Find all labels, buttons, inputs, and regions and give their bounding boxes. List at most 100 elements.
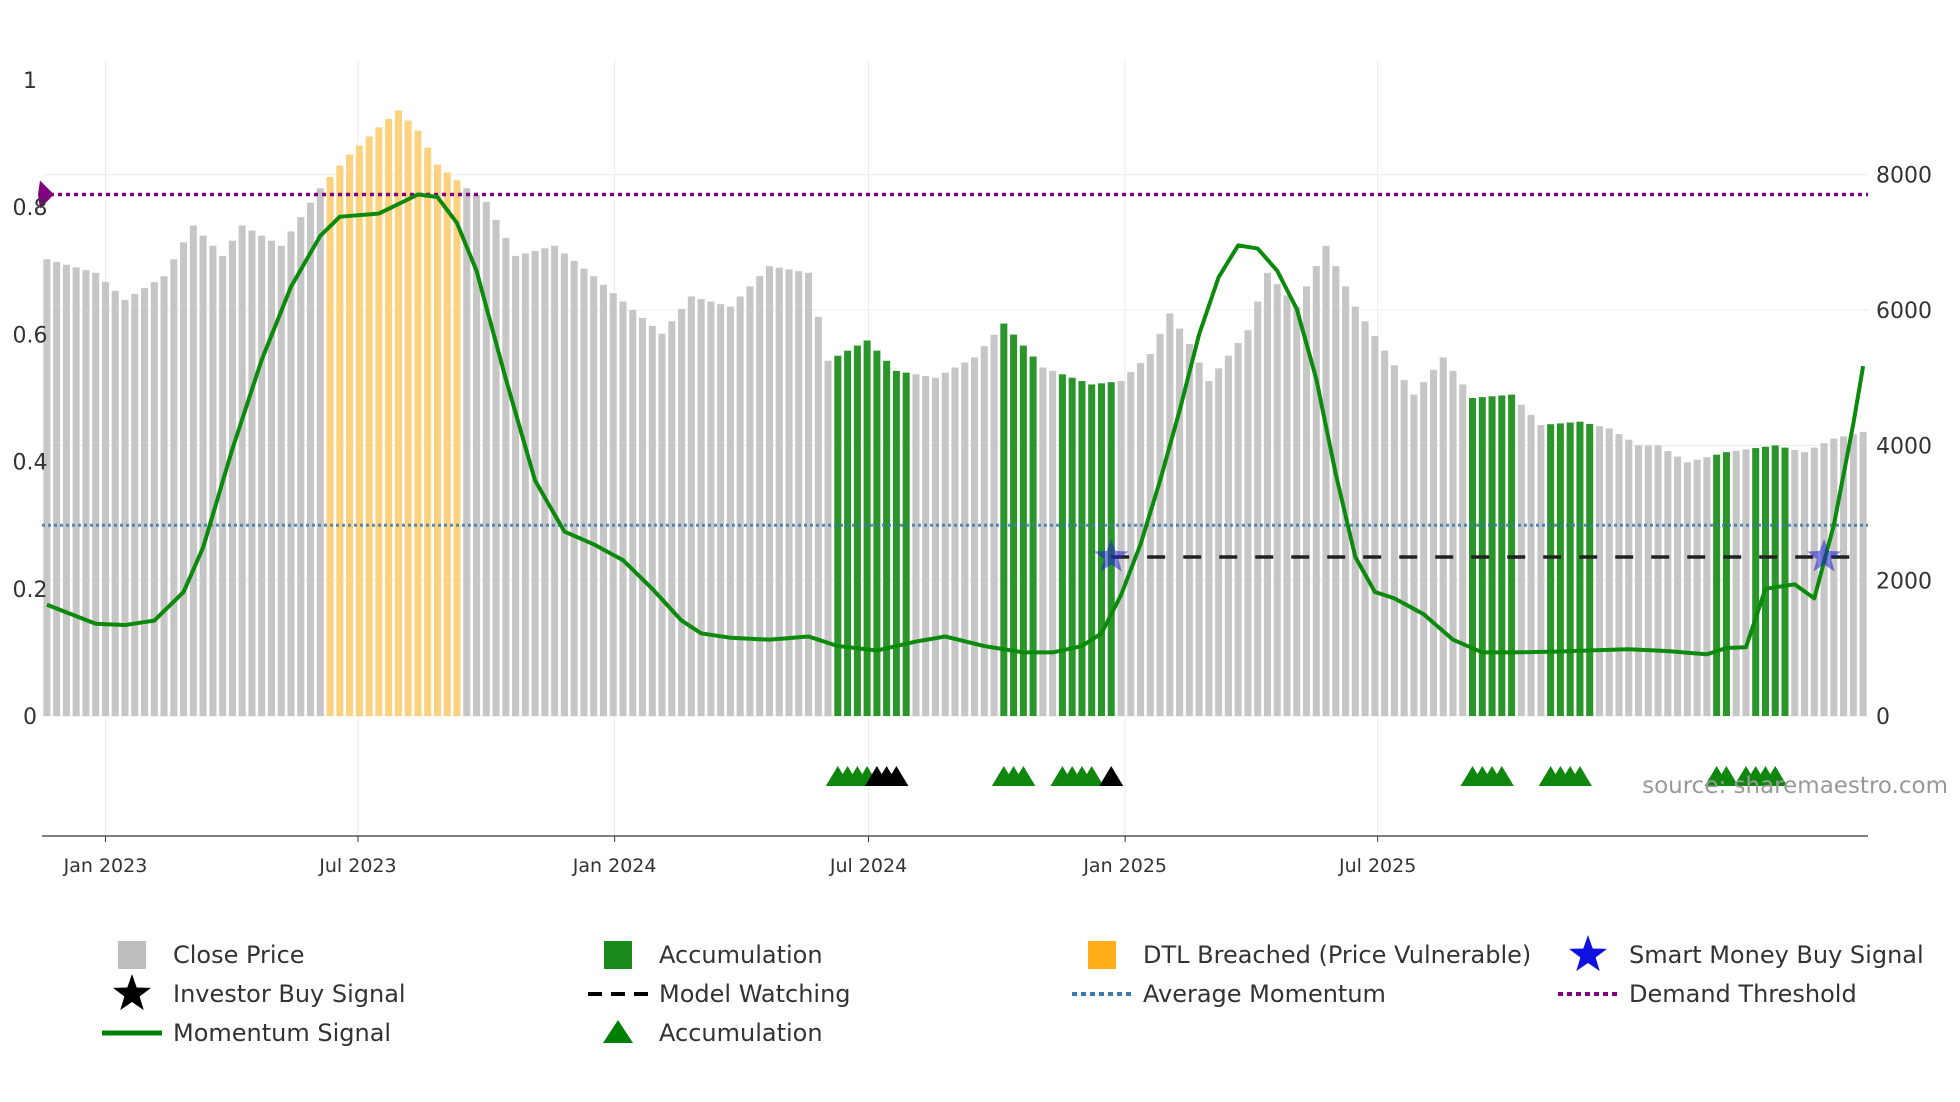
close-price-bar: [1322, 245, 1330, 716]
close-price-bar: [121, 299, 129, 716]
close-price-bar: [297, 217, 305, 717]
accumulation-marker: [1567, 766, 1592, 786]
accumulation-marker: [1763, 766, 1788, 786]
close-price-bar: [1293, 306, 1301, 716]
close-price-bar: [502, 237, 510, 716]
left-axis-tick-label: 1: [23, 69, 37, 94]
right-axis-tick-label: 8000: [1876, 164, 1932, 189]
dtl-breached-bar: [346, 154, 354, 716]
right-axis-tick-label: 6000: [1876, 299, 1932, 324]
close-price-bar: [316, 188, 324, 717]
close-price-bar: [971, 357, 979, 716]
close-price-bar: [717, 304, 725, 716]
legend-item: Momentum Signal: [102, 1019, 391, 1047]
close-price-bar: [756, 276, 764, 716]
legend-item: Model Watching: [588, 980, 851, 1008]
legend-star-symbol: [1568, 935, 1608, 972]
close-price-bar: [170, 259, 178, 716]
close-price-bar: [824, 360, 832, 716]
accumulation-bar: [1058, 374, 1066, 716]
close-price-bar: [1420, 382, 1428, 716]
accumulation-bar: [1752, 448, 1760, 716]
close-price-bar: [1449, 370, 1457, 716]
close-price-bar: [287, 231, 295, 716]
close-price-bar: [668, 321, 676, 716]
accumulation-bar: [1556, 423, 1564, 716]
close-price-bar: [775, 267, 783, 716]
close-price-bar: [580, 268, 588, 716]
close-price-bar: [590, 276, 598, 716]
close-price-bar: [1283, 295, 1291, 716]
close-price-bar: [1215, 368, 1223, 716]
accumulation-marker: [1714, 766, 1739, 786]
close-price-bar: [131, 293, 139, 716]
right-axis-tick-label: 2000: [1876, 570, 1932, 595]
accumulation-bar: [1088, 384, 1096, 716]
close-price-bar: [267, 240, 275, 717]
x-axis-tick-label: Jul 2025: [1338, 855, 1416, 877]
accumulation-marker: [1011, 766, 1036, 786]
legend-item: Accumulation: [604, 941, 823, 969]
close-price-bar: [1273, 284, 1281, 716]
close-price-bar: [805, 272, 813, 716]
dtl-breached-bar: [453, 180, 461, 717]
close-price-bar: [1859, 431, 1867, 716]
close-price-bar: [1664, 451, 1672, 716]
accumulation-bar: [873, 350, 881, 716]
close-price-bar: [1537, 425, 1545, 716]
close-price-bar: [111, 290, 119, 716]
close-price-bar: [238, 225, 246, 716]
close-price-bar: [1205, 381, 1213, 716]
x-axis-tick-label: Jan 2025: [1082, 855, 1167, 877]
dtl-breached-bar: [414, 130, 422, 716]
close-price-bar: [180, 242, 188, 716]
close-price-bar: [1234, 343, 1242, 716]
close-price-bar: [1674, 456, 1682, 716]
close-price-bar: [160, 276, 168, 716]
dtl-breached-bar: [443, 172, 451, 716]
close-price-bar: [1595, 426, 1603, 716]
close-price-bar: [1166, 313, 1174, 716]
close-price-bar: [678, 308, 686, 716]
legend-square-symbol: [1088, 941, 1116, 969]
accumulation-bar: [834, 355, 842, 716]
close-price-bar: [1801, 452, 1809, 716]
close-price-bar: [199, 235, 207, 717]
close-price-bar: [1517, 404, 1525, 716]
close-price-bar: [141, 288, 149, 716]
close-price-bar: [1625, 439, 1633, 716]
legend-star-symbol: [112, 974, 152, 1011]
accumulation-bar: [1019, 345, 1027, 716]
accumulation-bar: [892, 370, 900, 716]
close-price-bar: [1654, 445, 1662, 716]
close-price-bar: [1439, 357, 1447, 716]
close-price-bar: [1049, 370, 1057, 716]
close-price-bar: [639, 317, 647, 716]
legend-label: Accumulation: [659, 1019, 823, 1047]
accumulation-bar: [1488, 396, 1496, 716]
dtl-breached-bar: [336, 165, 344, 716]
close-price-bar: [570, 260, 578, 716]
left-axis-tick-label: 0.4: [13, 451, 48, 476]
legend-item: Investor Buy Signal: [112, 974, 406, 1011]
close-price-bar: [1459, 384, 1467, 716]
accumulation-bar: [1498, 395, 1506, 716]
close-price-bar: [560, 253, 568, 716]
legend-label: Close Price: [173, 941, 305, 969]
close-price-bar: [687, 296, 695, 716]
close-price-bar: [1693, 459, 1701, 716]
investor-buy-marker: [1099, 766, 1124, 786]
close-price-bar: [1840, 436, 1848, 716]
axes: 0 0.2 0.4 0.6 0.8 1 0 2000 4000 6000 8000 Jan 2023 J…: [13, 69, 1933, 877]
close-price-bar: [1635, 445, 1643, 716]
close-price-bar: [492, 219, 500, 717]
signal-markers: [825, 539, 1842, 786]
close-price-bar: [1195, 362, 1203, 716]
close-price-bar: [941, 372, 949, 716]
close-price-bar: [72, 267, 80, 716]
close-price-bar: [189, 225, 197, 716]
legend-label: Average Momentum: [1143, 980, 1386, 1008]
accumulation-bar: [1547, 424, 1555, 716]
close-price-bar: [795, 271, 803, 716]
close-price-bar: [1224, 355, 1232, 716]
